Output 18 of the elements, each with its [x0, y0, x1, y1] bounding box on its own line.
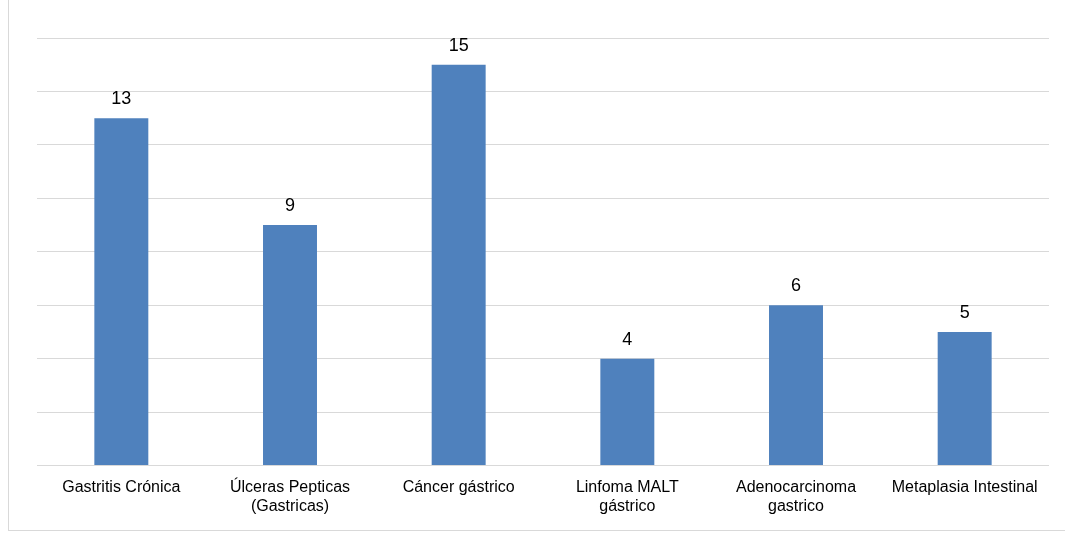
x-tick-label: Metaplasia Intestinal: [891, 477, 1038, 495]
bar: [263, 225, 317, 466]
bar: [600, 358, 655, 466]
x-tick-label: Cáncer gástrico: [402, 477, 515, 495]
x-tick-label: Linfoma MALT gástrico: [575, 477, 679, 514]
bar: [94, 118, 149, 466]
data-label: 6: [790, 275, 802, 296]
x-tick-label: Gastritis Crónica: [62, 477, 181, 495]
x-tick-label: Adenocarcinoma gastrico: [735, 477, 857, 514]
bar: [769, 305, 823, 466]
data-label: 4: [622, 328, 633, 349]
x-tick-label: Úlceras Pepticas (Gastricas): [229, 476, 351, 514]
data-label: 13: [111, 88, 132, 109]
data-label: 9: [284, 195, 296, 216]
data-label: 5: [959, 301, 970, 322]
bar: [431, 64, 486, 466]
data-label: 15: [448, 34, 469, 55]
bar: [937, 331, 992, 466]
